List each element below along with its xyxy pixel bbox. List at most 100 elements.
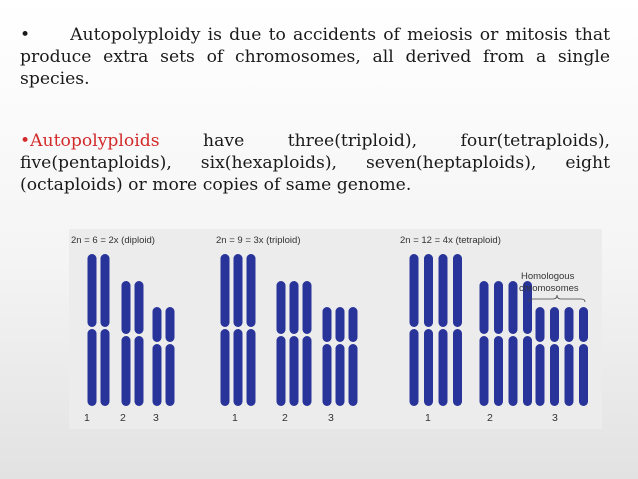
chromosome-arm-lower bbox=[152, 344, 162, 406]
chromosome-small bbox=[152, 307, 162, 406]
chromosome-arm-lower bbox=[121, 336, 131, 406]
term-autopolyploids: Autopolyploids bbox=[30, 131, 160, 151]
number-diploid-3: 3 bbox=[153, 412, 159, 424]
chromosome-medium bbox=[302, 281, 312, 406]
chromosome-arm-lower bbox=[550, 344, 559, 406]
chromosome-arm-upper bbox=[523, 281, 532, 334]
chromosome-arm-upper bbox=[335, 307, 345, 342]
word-have: have bbox=[203, 131, 245, 151]
bullet-1-text: Autopolyploidy is due to accidents of me… bbox=[20, 25, 610, 89]
number-diploid-2: 2 bbox=[120, 412, 126, 424]
chromosome-arm-upper bbox=[220, 254, 230, 327]
chromosome-arm-lower bbox=[564, 344, 574, 406]
bullet-marker: • bbox=[20, 25, 31, 45]
annotation-chromosomes: chromosomes bbox=[519, 283, 579, 294]
chromosome-large bbox=[424, 254, 433, 406]
chromosome-large bbox=[87, 254, 97, 406]
bullet-2: •Autopolyploids have three(triploid), fo… bbox=[20, 130, 610, 196]
chromosome-arm-lower bbox=[100, 329, 110, 406]
chromosome-small bbox=[165, 307, 175, 406]
chromosome-large bbox=[220, 254, 230, 406]
chromosome-arm-lower bbox=[508, 336, 518, 406]
chromosome-arm-lower bbox=[302, 336, 312, 406]
chromosome-arm-upper bbox=[535, 307, 545, 342]
chromosome-arm-lower bbox=[134, 336, 144, 406]
chromosome-arm-upper bbox=[100, 254, 110, 327]
chromosome-medium bbox=[134, 281, 144, 406]
chromosome-small bbox=[348, 307, 358, 406]
chromosome-medium bbox=[508, 281, 518, 406]
chromosome-large bbox=[409, 254, 419, 406]
chromosome-arm-lower bbox=[348, 344, 358, 406]
chromosome-arm-lower bbox=[424, 329, 433, 406]
number-triploid-2: 2 bbox=[282, 412, 288, 424]
number-tetraploid-1: 1 bbox=[425, 412, 431, 424]
chromosome-arm-upper bbox=[550, 307, 559, 342]
chromosome-arm-upper bbox=[233, 254, 243, 327]
chromosome-small bbox=[535, 307, 545, 406]
chromosome-medium bbox=[523, 281, 532, 406]
chromosome-arm-upper bbox=[289, 281, 299, 334]
bullet-2-term: •Autopolyploids bbox=[20, 130, 160, 152]
chromosome-arm-upper bbox=[276, 281, 286, 334]
number-tetraploid-2: 2 bbox=[487, 412, 493, 424]
chromosome-arm-upper bbox=[121, 281, 131, 334]
chromosome-large bbox=[453, 254, 462, 406]
chromosome-arm-lower bbox=[335, 344, 345, 406]
chromosome-arm-upper bbox=[134, 281, 144, 334]
word-triploid: three(triploid), bbox=[287, 131, 418, 151]
chromosome-arm-lower bbox=[246, 329, 256, 406]
chromosome-large bbox=[233, 254, 243, 406]
word-tetraploids: four(tetraploids), bbox=[460, 131, 610, 151]
chromosome-medium bbox=[289, 281, 299, 406]
chromosome-medium bbox=[479, 281, 489, 406]
chromosome-arm-upper bbox=[424, 254, 433, 327]
chromosome-arm-lower bbox=[165, 344, 175, 406]
chromosome-medium bbox=[276, 281, 286, 406]
chromosome-arm-lower bbox=[87, 329, 97, 406]
chromosome-arm-upper bbox=[165, 307, 175, 342]
chromosome-arm-upper bbox=[438, 254, 448, 327]
chromosome-drawing bbox=[87, 254, 588, 406]
chromosome-large bbox=[246, 254, 256, 406]
chromosome-arm-lower bbox=[494, 336, 503, 406]
bullet-2-rest: five(pentaploids), six(hexaploids), seve… bbox=[20, 153, 610, 195]
chromosome-arm-lower bbox=[579, 344, 588, 406]
chromosome-arm-lower bbox=[479, 336, 489, 406]
chromosome-large bbox=[100, 254, 110, 406]
homologous-bracket bbox=[528, 294, 586, 303]
chromosome-small bbox=[335, 307, 345, 406]
chromosome-arm-lower bbox=[276, 336, 286, 406]
chromosome-arm-upper bbox=[494, 281, 503, 334]
bullet-marker: • bbox=[20, 131, 31, 151]
chromosome-small bbox=[550, 307, 559, 406]
chromosome-arm-lower bbox=[453, 329, 462, 406]
chromosome-arm-upper bbox=[348, 307, 358, 342]
chromosome-arm-lower bbox=[438, 329, 448, 406]
chromosome-arm-upper bbox=[302, 281, 312, 334]
chromosome-arm-lower bbox=[220, 329, 230, 406]
chromosome-arm-upper bbox=[152, 307, 162, 342]
panel-label-tetraploid: 2n = 12 = 4x (tetraploid) bbox=[400, 235, 501, 246]
chromosome-arm-lower bbox=[233, 329, 243, 406]
chromosome-arm-lower bbox=[535, 344, 545, 406]
chromosome-arm-lower bbox=[523, 336, 532, 406]
number-tetraploid-3: 3 bbox=[552, 412, 558, 424]
bullet-1: • Autopolyploidy is due to accidents of m… bbox=[20, 24, 610, 90]
chromosome-medium bbox=[121, 281, 131, 406]
chromosome-arm-upper bbox=[508, 281, 518, 334]
number-triploid-3: 3 bbox=[328, 412, 334, 424]
chromosome-large bbox=[438, 254, 448, 406]
panel-label-diploid: 2n = 6 = 2x (diploid) bbox=[71, 235, 155, 246]
chromosome-arm-upper bbox=[246, 254, 256, 327]
chromosome-medium bbox=[494, 281, 503, 406]
chromosome-arm-lower bbox=[409, 329, 419, 406]
chromosome-small bbox=[579, 307, 588, 406]
annotation-homologous: Homologous bbox=[521, 271, 575, 282]
chromosome-figure: 2n = 6 = 2x (diploid) 2n = 9 = 3x (tripl… bbox=[69, 229, 602, 429]
number-triploid-1: 1 bbox=[232, 412, 238, 424]
number-diploid-1: 1 bbox=[84, 412, 90, 424]
chromosome-small bbox=[322, 307, 332, 406]
chromosome-arm-upper bbox=[564, 307, 574, 342]
chromosome-arm-lower bbox=[289, 336, 299, 406]
